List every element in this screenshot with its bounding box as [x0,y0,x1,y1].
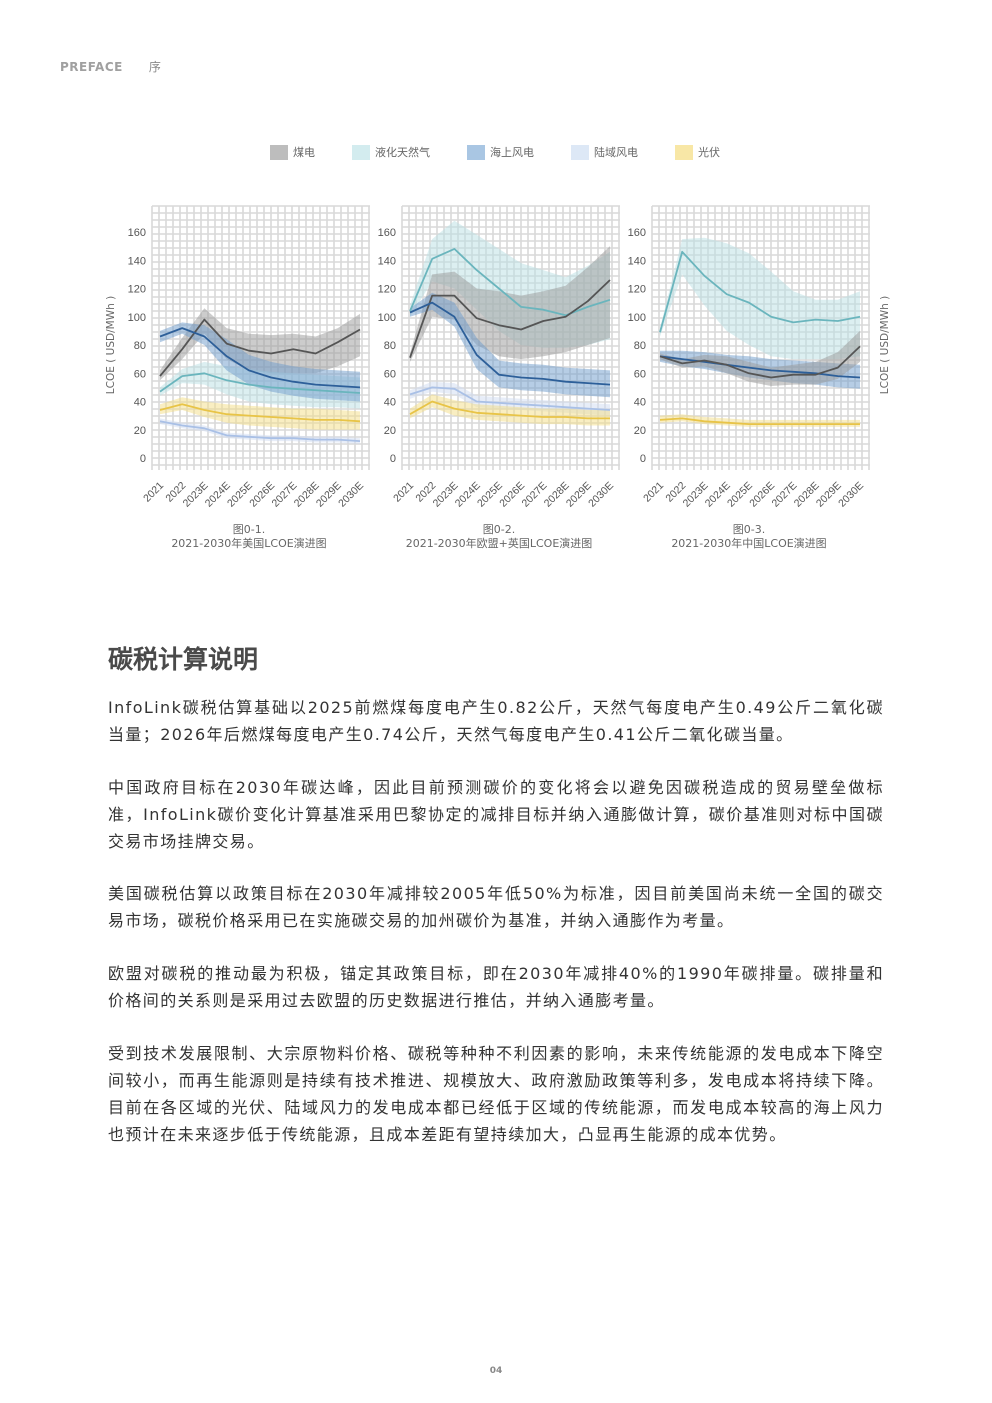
chart-legend: 煤电 液化天然气 海上风电 陆域风电 光伏 [270,144,757,160]
band-海上风电 [410,292,610,398]
series-line-光伏 [659,417,860,426]
y-tick-label: 0 [140,453,146,465]
section-title: 碳税计算说明 [108,645,259,674]
y-tick-label: 80 [634,340,646,352]
paragraph-2: 中国政府目标在2030年碳达峰，因此目前预测碳价的变化将会以避免因碳税造成的贸易… [108,778,884,851]
legend-label-coal: 煤电 [293,146,315,159]
y-tick-label: 60 [634,368,646,380]
legend-label-onshore-wind: 陆域风电 [594,146,638,159]
y-tick-label: 140 [628,255,646,267]
y-tick-label: 60 [134,368,146,380]
x-tick-label: 2021 [641,480,666,505]
y-tick-label: 100 [628,312,646,324]
y-tick-label: 40 [134,397,146,409]
x-tick-label: 2021 [141,480,166,505]
band-陆域风电 [160,418,360,444]
legend-item-lng: 液化天然气 [352,144,430,160]
series-line-煤电 [409,279,611,359]
legend-label-lng: 液化天然气 [375,146,430,159]
series-line-光伏 [409,400,610,420]
y-tick-label: 100 [128,312,146,324]
legend-item-solar: 光伏 [675,144,720,160]
paragraph-3: 美国碳税估算以政策目标在2030年减排较2005年低50%为标准，因目前美国尚未… [108,884,884,930]
y-tick-label: 160 [628,227,646,239]
legend-swatch-offshore-wind [467,144,485,160]
y-axis-title: LCOE ( USD/MWh ) [879,296,891,394]
band-光伏 [160,397,360,430]
caption-cn: 图0-3. 2021-2030年中国LCOE演进图 [624,523,874,551]
paragraph-1: InfoLink碳税估算基础以2025前燃煤每度电产生0.82公斤，天然气每度电… [108,698,884,744]
y-tick-label: 40 [384,397,396,409]
y-tick-label: 140 [128,255,146,267]
chart-panel-2: 020406080100120140160202120222023E2024E2… [628,205,891,510]
y-tick-label: 120 [628,284,646,296]
legend-item-offshore-wind: 海上风电 [467,144,534,160]
y-tick-label: 60 [384,368,396,380]
legend-swatch-lng [352,144,370,160]
x-tick-label: 2030E [586,480,616,510]
series-line-海上风电 [659,355,861,379]
series-line-液化天然气 [659,250,861,333]
y-tick-label: 80 [134,340,146,352]
legend-swatch-onshore-wind [571,144,589,160]
series-line-海上风电 [409,301,611,386]
series-line-陆域风电 [159,420,361,442]
x-tick-label: 2021 [391,480,416,505]
lcoe-charts: 020406080100120140160202120222023E2024E2… [105,205,891,510]
y-tick-label: 0 [390,453,396,465]
caption-us: 图0-1. 2021-2030年美国LCOE演进图 [124,523,374,551]
caption-cn-title: 2021-2030年中国LCOE演进图 [671,537,827,550]
y-tick-label: 0 [640,453,646,465]
caption-cn-number: 图0-3. [732,523,766,536]
y-tick-label: 120 [378,284,396,296]
series-line-光伏 [159,403,361,423]
y-tick-label: 20 [134,425,146,437]
legend-label-solar: 光伏 [698,146,720,159]
y-tick-label: 140 [378,255,396,267]
header-label-en: PREFACE [60,60,123,74]
header-label-cn: 序 [148,60,162,74]
y-tick-label: 100 [378,312,396,324]
legend-item-coal: 煤电 [270,144,315,160]
y-tick-label: 40 [634,397,646,409]
legend-swatch-solar [675,144,693,160]
legend-item-onshore-wind: 陆域风电 [571,144,638,160]
caption-us-title: 2021-2030年美国LCOE演进图 [171,537,327,550]
series-line-煤电 [659,345,861,379]
caption-eu-number: 图0-2. [482,523,516,536]
band-煤电 [410,246,610,362]
x-tick-label: 2030E [336,480,366,510]
paragraph-5: 受到技术发展限制、大宗原物料价格、碳税等种种不利因素的影响，未来传统能源的发电成… [108,1044,884,1144]
x-tick-label: 2030E [836,480,866,510]
page-number: 04 [489,1366,503,1376]
y-tick-label: 20 [634,425,646,437]
series-line-液化天然气 [409,248,611,317]
y-tick-label: 80 [384,340,396,352]
series-line-煤电 [159,318,361,377]
y-tick-label: 20 [384,425,396,437]
caption-us-number: 图0-1. [232,523,266,536]
paragraph-4: 欧盟对碳税的推动最为积极，锚定其政策目标，即在2030年减排40%的1990年碳… [108,964,884,1010]
series-line-陆域风电 [409,386,611,411]
legend-label-offshore-wind: 海上风电 [490,146,534,159]
band-液化天然气 [660,237,860,360]
legend-swatch-coal [270,144,288,160]
chart-panel-1: 020406080100120140160202120222023E2024E2… [378,205,620,510]
series-line-液化天然气 [159,372,361,394]
caption-eu-title: 2021-2030年欧盟+英国LCOE演进图 [405,537,593,550]
caption-eu: 图0-2. 2021-2030年欧盟+英国LCOE演进图 [374,523,624,551]
y-tick-label: 160 [128,227,146,239]
series-line-海上风电 [159,327,361,389]
chart-panel-0: 020406080100120140160202120222023E2024E2… [105,205,370,510]
y-tick-label: 120 [128,284,146,296]
y-tick-label: 160 [378,227,396,239]
page-header: PREFACE 序 [60,58,161,75]
y-axis-title: LCOE ( USD/MWh ) [105,296,117,394]
